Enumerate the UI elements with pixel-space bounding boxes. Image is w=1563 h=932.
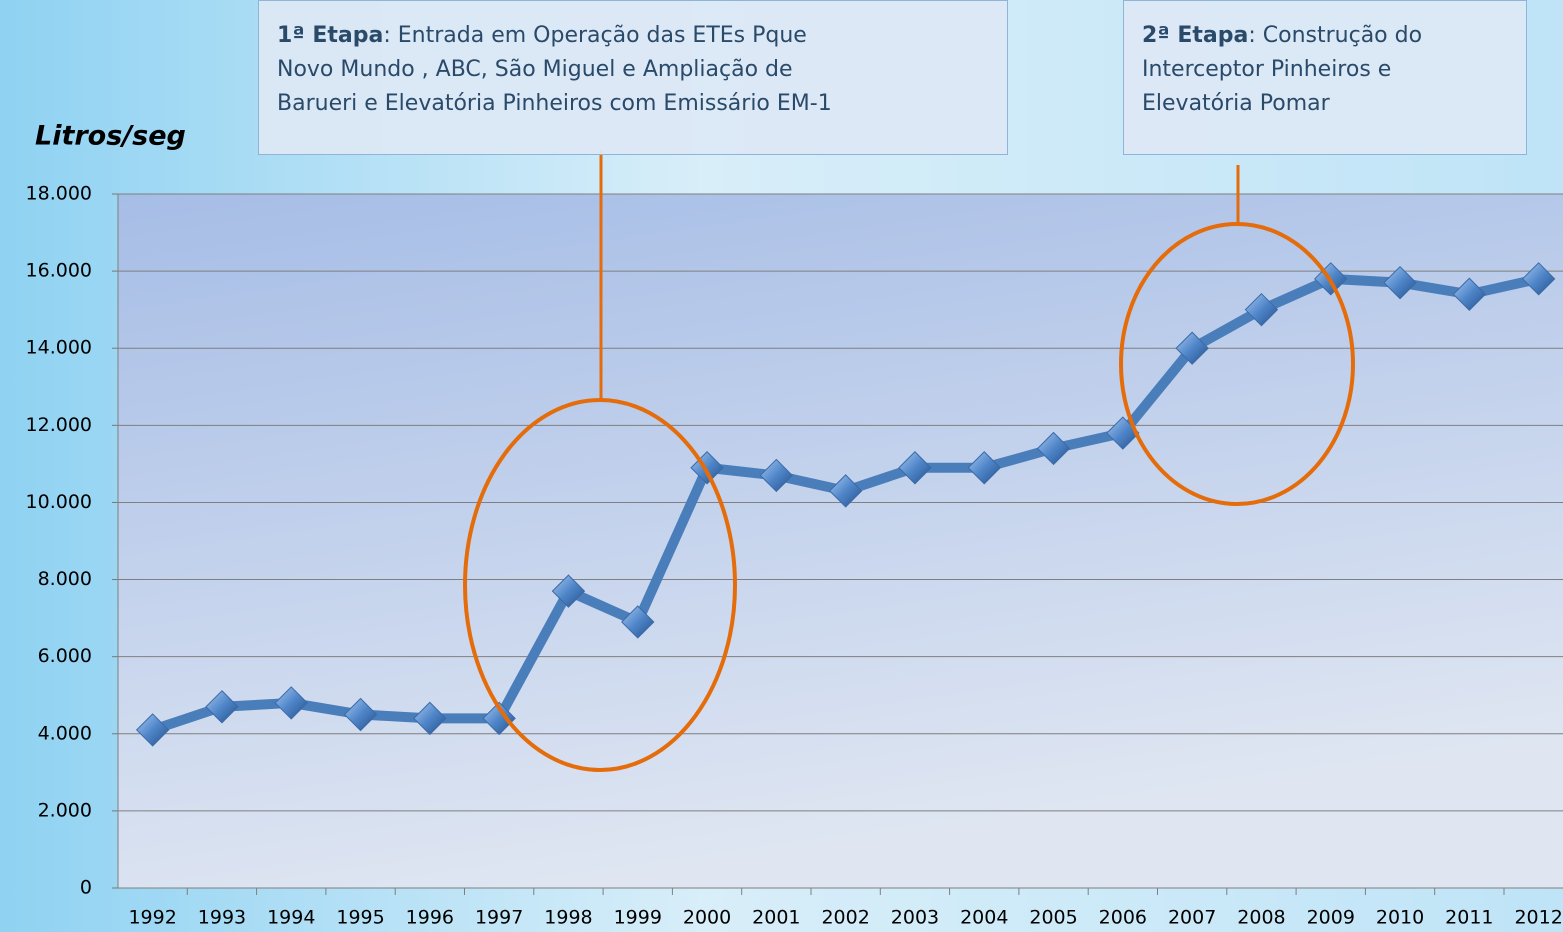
x-tick-label: 2004	[960, 907, 1008, 929]
annotation-box: 2ª Etapa: Construção do Interceptor Pinh…	[1123, 0, 1527, 155]
highlight-ellipse	[1119, 222, 1355, 506]
annotation-box: 1ª Etapa: Entrada em Operação das ETEs P…	[258, 0, 1008, 155]
x-tick-label: 2008	[1237, 907, 1285, 929]
x-tick-label: 1999	[614, 907, 662, 929]
x-tick-label: 1994	[267, 907, 315, 929]
x-tick-label: 2000	[683, 907, 731, 929]
data-point	[898, 451, 932, 485]
data-point	[343, 697, 378, 732]
data-point	[1383, 265, 1417, 300]
annotation-text: : Construção do	[1248, 23, 1423, 48]
y-tick-label: 12.000	[26, 414, 92, 436]
x-tick-label: 2011	[1445, 907, 1493, 929]
y-tick-label: 18.000	[26, 183, 92, 205]
data-point	[621, 605, 655, 639]
x-tick-label: 2007	[1168, 907, 1216, 929]
y-tick-label: 0	[80, 877, 92, 899]
x-tick-label: 1995	[336, 907, 384, 929]
annotation-label: 2ª Etapa	[1142, 23, 1249, 48]
y-tick-label: 16.000	[26, 260, 92, 282]
data-point	[967, 451, 1001, 485]
annotation-label: 1ª Etapa	[277, 23, 384, 48]
x-tick-label: 2006	[1099, 907, 1147, 929]
annotation-text: Novo Mundo , ABC, São Miguel e Ampliação…	[277, 57, 793, 82]
annotation-line: 1ª Etapa: Entrada em Operação das ETEs P…	[277, 19, 991, 53]
annotation-text: Interceptor Pinheiros e	[1142, 57, 1392, 82]
y-tick-label: 4.000	[38, 722, 92, 744]
data-point	[1175, 331, 1209, 365]
x-tick-label: 2005	[1029, 907, 1077, 929]
data-point	[1521, 262, 1556, 296]
x-tick-label: 2003	[891, 907, 939, 929]
x-tick-label: 1998	[544, 907, 592, 929]
x-tick-label: 2001	[752, 907, 800, 929]
annotation-text: Elevatória Pomar	[1142, 91, 1330, 116]
y-tick-label: 6.000	[38, 645, 92, 667]
x-tick-label: 2002	[821, 907, 869, 929]
data-point	[828, 474, 863, 508]
data-point	[274, 686, 308, 720]
x-tick-label: 2012	[1514, 907, 1562, 929]
data-point	[135, 713, 170, 747]
data-point	[1452, 277, 1487, 311]
annotation-text: Barueri e Elevatória Pinheiros com Emiss…	[277, 91, 832, 116]
data-point	[690, 451, 724, 485]
data-point	[482, 701, 516, 736]
y-axis-title: Litros/seg	[35, 121, 186, 152]
data-point	[205, 690, 239, 724]
data-point	[759, 458, 794, 493]
annotation-text: : Entrada em Operação das ETEs Pque	[383, 23, 807, 48]
y-tick-label: 14.000	[26, 337, 92, 359]
x-tick-label: 1997	[475, 907, 523, 929]
data-point	[1036, 431, 1071, 466]
plot-area	[118, 194, 1563, 888]
data-point	[551, 574, 586, 608]
y-tick-label: 2.000	[38, 799, 92, 821]
y-tick-label: 10.000	[26, 491, 92, 513]
x-tick-label: 2009	[1307, 907, 1355, 929]
data-point	[1244, 292, 1279, 327]
y-tick-label: 8.000	[38, 568, 92, 590]
annotation-line: 2ª Etapa: Construção do	[1142, 19, 1510, 53]
x-tick-label: 1992	[128, 907, 176, 929]
highlight-ellipse	[463, 398, 737, 772]
x-tick-label: 1996	[406, 907, 454, 929]
x-tick-label: 1993	[198, 907, 246, 929]
x-tick-label: 2010	[1376, 907, 1424, 929]
data-point	[413, 701, 447, 736]
